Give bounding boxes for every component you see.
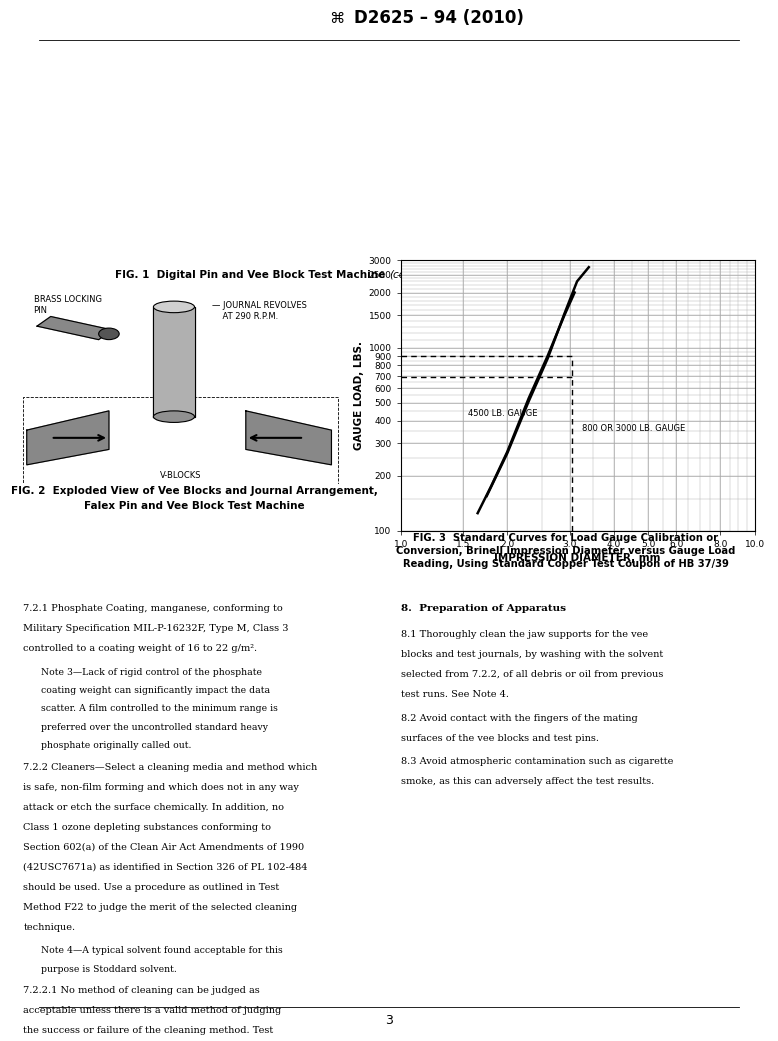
Text: Military Specification MIL-P-16232F, Type M, Class 3: Military Specification MIL-P-16232F, Typ…	[23, 625, 289, 633]
Text: (42USC7671a) as identified in Section 326 of PL 102-484: (42USC7671a) as identified in Section 32…	[23, 863, 308, 872]
Text: 3: 3	[385, 1014, 393, 1026]
Text: purpose is Stoddard solvent.: purpose is Stoddard solvent.	[41, 965, 177, 973]
Text: coating weight can significantly impact the data: coating weight can significantly impact …	[41, 686, 270, 695]
Text: Note 3—Lack of rigid control of the phosphate: Note 3—Lack of rigid control of the phos…	[41, 667, 262, 677]
Y-axis label: GAUGE LOAD, LBS.: GAUGE LOAD, LBS.	[355, 341, 364, 450]
Polygon shape	[26, 411, 109, 464]
Text: technique.: technique.	[23, 923, 75, 932]
Circle shape	[99, 328, 119, 339]
Text: 8.  Preparation of Apparatus: 8. Preparation of Apparatus	[401, 605, 566, 613]
Text: the success or failure of the cleaning method. Test: the success or failure of the cleaning m…	[23, 1026, 274, 1035]
Text: phosphate originally called out.: phosphate originally called out.	[41, 741, 191, 751]
Text: FIG. 3  Standard Curves for Load Gauge Calibration or
Conversion, Brinell Impres: FIG. 3 Standard Curves for Load Gauge Ca…	[396, 533, 736, 569]
Text: FIG. 2  Exploded View of Vee Blocks and Journal Arrangement,: FIG. 2 Exploded View of Vee Blocks and J…	[11, 485, 378, 496]
Text: acceptable unless there is a valid method of judging: acceptable unless there is a valid metho…	[23, 1006, 282, 1015]
Text: Class 1 ozone depleting substances conforming to: Class 1 ozone depleting substances confo…	[23, 822, 272, 832]
Text: should be used. Use a procedure as outlined in Test: should be used. Use a procedure as outli…	[23, 883, 279, 892]
Text: test runs. See Note 4.: test runs. See Note 4.	[401, 690, 509, 700]
Text: 8.1 Thoroughly clean the jaw supports for the vee: 8.1 Thoroughly clean the jaw supports fo…	[401, 631, 648, 639]
Text: Section 602(a) of the Clean Air Act Amendments of 1990: Section 602(a) of the Clean Air Act Amen…	[23, 843, 304, 852]
Text: D2625 – 94 (2010): D2625 – 94 (2010)	[354, 9, 524, 27]
Text: 8.3 Avoid atmospheric contamination such as cigarette: 8.3 Avoid atmospheric contamination such…	[401, 757, 673, 766]
Text: attack or etch the surface chemically. In addition, no: attack or etch the surface chemically. I…	[23, 803, 284, 812]
Text: Falex Pin and Vee Block Test Machine: Falex Pin and Vee Block Test Machine	[84, 502, 305, 511]
Text: (continued): (continued)	[389, 270, 449, 280]
Text: is safe, non-film forming and which does not in any way: is safe, non-film forming and which does…	[23, 783, 300, 792]
Text: ⌘: ⌘	[329, 10, 345, 26]
Text: 7.2.1 Phosphate Coating, manganese, conforming to: 7.2.1 Phosphate Coating, manganese, conf…	[23, 605, 283, 613]
Text: scatter. A film controlled to the minimum range is: scatter. A film controlled to the minimu…	[41, 705, 278, 713]
Text: 4500 LB. GAUGE: 4500 LB. GAUGE	[468, 408, 538, 417]
Text: V-BLOCKS: V-BLOCKS	[160, 471, 202, 480]
Ellipse shape	[153, 301, 194, 312]
Text: surfaces of the vee blocks and test pins.: surfaces of the vee blocks and test pins…	[401, 734, 598, 742]
Text: 800 OR 3000 LB. GAUGE: 800 OR 3000 LB. GAUGE	[582, 425, 685, 433]
Polygon shape	[153, 307, 194, 416]
Ellipse shape	[153, 411, 194, 423]
Text: 7.2.2.1 No method of cleaning can be judged as: 7.2.2.1 No method of cleaning can be jud…	[23, 986, 260, 995]
Text: FIG. 1  Digital Pin and Vee Block Test Machine: FIG. 1 Digital Pin and Vee Block Test Ma…	[115, 270, 389, 280]
Text: Method F22 to judge the merit of the selected cleaning: Method F22 to judge the merit of the sel…	[23, 903, 297, 912]
Text: BRASS LOCKING
PIN: BRASS LOCKING PIN	[33, 296, 102, 314]
Text: — JOURNAL REVOLVES
    AT 290 R.P.M.: — JOURNAL REVOLVES AT 290 R.P.M.	[212, 301, 307, 321]
Text: smoke, as this can adversely affect the test results.: smoke, as this can adversely affect the …	[401, 777, 654, 786]
Text: controlled to a coating weight of 16 to 22 g/m².: controlled to a coating weight of 16 to …	[23, 644, 258, 654]
X-axis label: IMPRESSION DIAMETER, mm: IMPRESSION DIAMETER, mm	[494, 553, 661, 563]
Text: Note 4—A typical solvent found acceptable for this: Note 4—A typical solvent found acceptabl…	[41, 946, 282, 955]
Polygon shape	[37, 316, 112, 339]
Text: 7.2.2 Cleaners—Select a cleaning media and method which: 7.2.2 Cleaners—Select a cleaning media a…	[23, 763, 317, 771]
Text: preferred over the uncontrolled standard heavy: preferred over the uncontrolled standard…	[41, 722, 268, 732]
Text: 8.2 Avoid contact with the fingers of the mating: 8.2 Avoid contact with the fingers of th…	[401, 713, 637, 722]
Polygon shape	[246, 411, 331, 464]
Text: selected from 7.2.2, of all debris or oil from previous: selected from 7.2.2, of all debris or oi…	[401, 670, 663, 680]
Text: blocks and test journals, by washing with the solvent: blocks and test journals, by washing wit…	[401, 651, 663, 659]
